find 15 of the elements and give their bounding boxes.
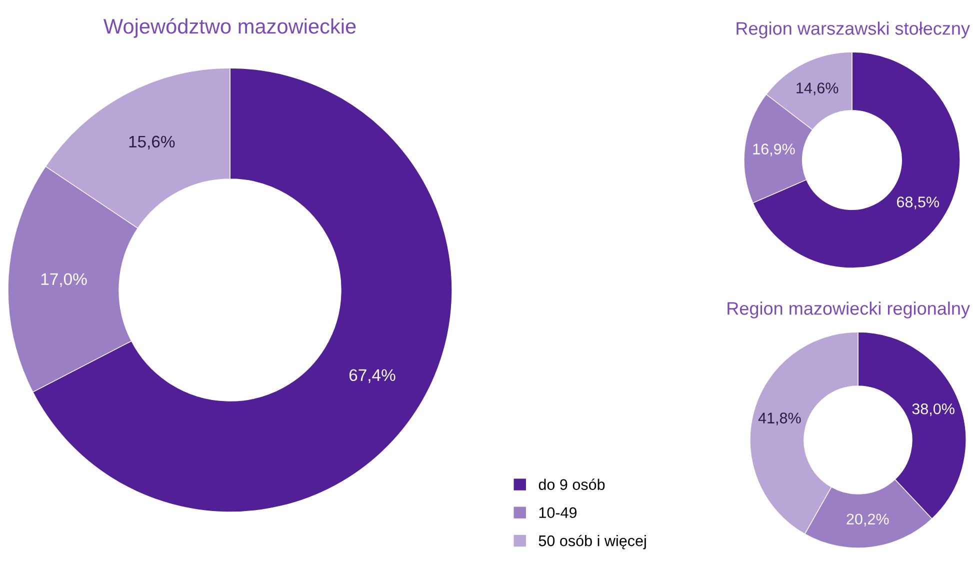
legend-label: do 9 osób [538,478,605,490]
chart-title: Województwo mazowieckie [104,18,356,38]
data-label: 41,8% [758,412,801,426]
data-label: 16,9% [753,144,795,156]
chart-title: Region mazowiecki regionalny [728,302,970,318]
data-label: 67,4% [349,369,396,383]
data-label: 14,6% [796,82,838,96]
data-label: 38,0% [912,403,954,416]
data-label: 15,6% [129,136,175,150]
legend-label: 10-49 [539,507,577,518]
chart-title: Region warszawski stołeczny [736,22,970,38]
legend-label: 50 osób i więcej [538,534,646,550]
data-label: 20,2% [846,514,889,526]
data-label: 68,5% [897,196,940,210]
data-label: 17,0% [41,273,87,288]
